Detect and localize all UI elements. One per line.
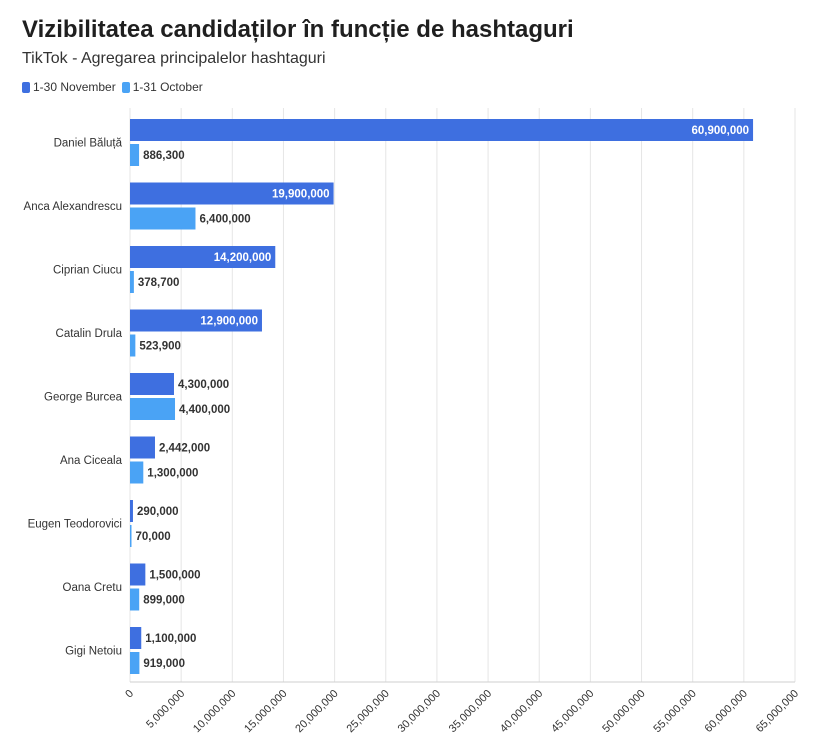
bars: 60,900,000 886,300 19,900,000 6,400,000 14,2… [130,119,754,674]
bar-value-label: 6,400,000 [199,214,250,226]
bar-value-label: 523,900 [139,341,181,353]
bar-november[interactable] [130,182,334,205]
bar-value-label: 1,300,000 [147,468,198,480]
bar-october[interactable] [130,588,140,611]
bar-november[interactable] [130,309,262,332]
bar-value-label: 4,400,000 [179,404,230,416]
x-tick-label: 20,000,000 [293,688,340,735]
bar-october[interactable] [130,334,136,357]
bar-value-label: 1,100,000 [145,633,196,645]
category-label: Ciprian Ciucu [53,265,122,277]
bar-october[interactable] [130,398,176,420]
x-tick-label: 65,000,000 [754,688,801,735]
bar-october[interactable] [130,207,196,230]
x-tick-label: 5,000,000 [144,688,187,731]
x-axis-ticks: 0 5,000,000 10,000,000 15,000,000 20,000,000… [123,688,801,735]
x-tick-label: 50,000,000 [600,688,647,735]
bar-october[interactable] [130,461,144,484]
x-tick-label: 60,000,000 [703,688,750,735]
bar-october[interactable] [130,652,140,674]
chart-subtitle: TikTok - Agregarea principalelor hashtag… [22,50,326,67]
grid-lines [129,108,796,683]
bar-value-label: 19,900,000 [272,189,330,201]
x-tick-label: 15,000,000 [242,688,289,735]
category-labels: Daniel Băluță Anca Alexandrescu Ciprian Ci… [24,138,123,658]
category-label: Gigi Netoiu [65,646,122,658]
bar-value-label: 1,500,000 [149,570,200,582]
bar-november[interactable] [130,563,146,586]
legend: 1-30 November 1-31 October [22,80,203,94]
bar-value-label: 14,200,000 [214,252,272,264]
bar-october[interactable] [130,144,140,166]
bar-october[interactable] [130,271,134,293]
legend-item-october[interactable]: 1-31 October [121,80,203,94]
bar-value-label: 12,900,000 [200,316,258,328]
x-tick-label: 25,000,000 [344,688,391,735]
bar-november[interactable] [130,627,142,649]
bar-value-label: 886,300 [143,150,185,162]
bar-value-label: 70,000 [136,531,171,543]
bar-november[interactable] [130,436,155,459]
legend-label-november: 1-30 November [33,80,116,94]
category-label: Eugen Teodorovici [28,519,122,531]
category-label: Ana Ciceala [60,455,123,467]
category-label: Daniel Băluță [54,138,123,150]
category-label: Oana Cretu [63,582,122,594]
legend-label-october: 1-31 October [132,80,203,94]
bar-value-label: 290,000 [137,506,179,518]
x-tick-label: 55,000,000 [651,688,698,735]
category-label: Catalin Drula [56,328,123,340]
bar-october[interactable] [130,525,132,547]
bar-value-label: 2,442,000 [159,443,210,455]
legend-swatch-november [22,81,30,93]
bar-value-label: 899,000 [143,595,185,607]
legend-swatch-october [121,81,130,93]
bar-november[interactable] [130,246,276,268]
x-tick-label: 0 [123,688,136,701]
bar-november[interactable] [130,119,754,141]
x-tick-label: 35,000,000 [447,688,494,735]
legend-item-november[interactable]: 1-30 November [22,80,116,94]
bar-value-label: 4,300,000 [178,379,229,391]
chart-title: Vizibilitatea candidaților în funcție de… [22,16,574,43]
bar-value-label: 378,700 [138,277,180,289]
category-label: Anca Alexandrescu [24,201,122,213]
x-tick-label: 45,000,000 [549,688,596,735]
bar-value-label: 60,900,000 [691,125,749,137]
bar-november[interactable] [130,500,133,522]
x-tick-label: 30,000,000 [396,688,443,735]
x-tick-label: 10,000,000 [191,688,238,735]
bar-value-label: 919,000 [143,658,185,670]
bar-november[interactable] [130,373,174,395]
category-label: George Burcea [44,392,123,404]
x-tick-label: 40,000,000 [498,688,545,735]
